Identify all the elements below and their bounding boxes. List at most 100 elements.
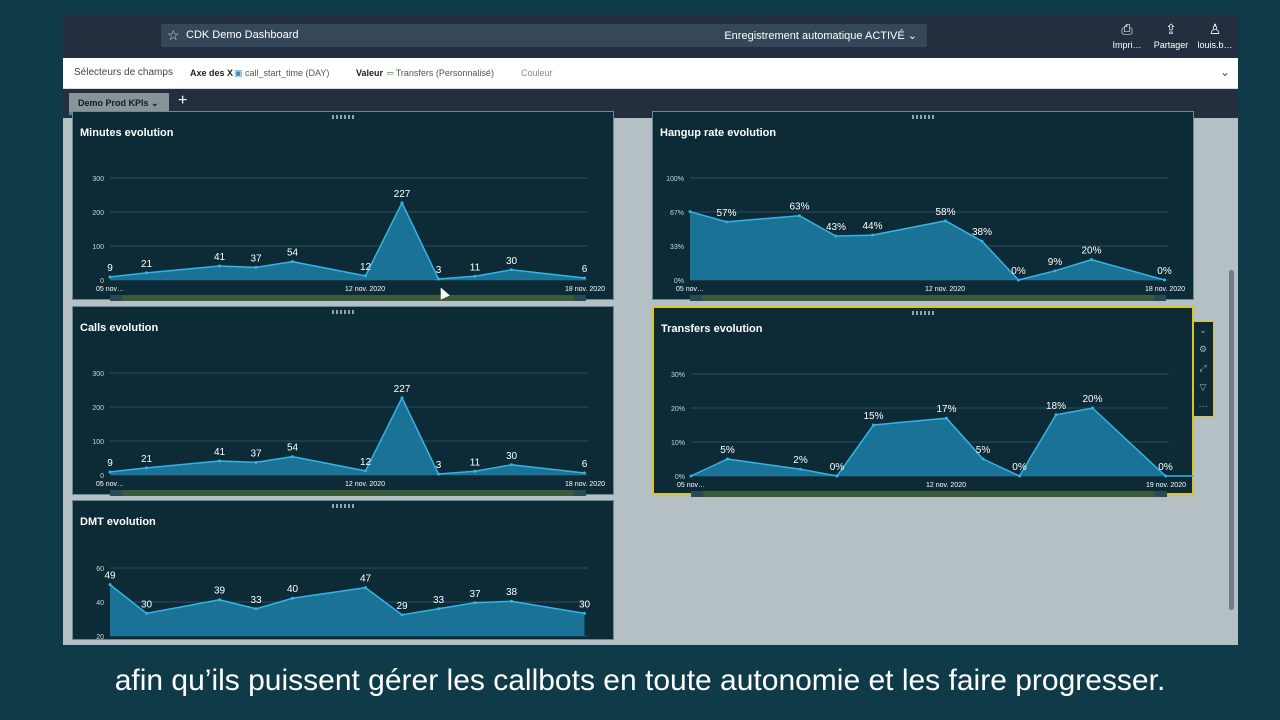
- data-label: 18%: [1046, 401, 1066, 412]
- minutes-visual[interactable]: Minutes evolution 0 100 200 300 9 21 41 37 54 12 22…: [72, 111, 614, 301]
- hangup-visual[interactable]: Hangup rate evolution 0% 33% 67% 100% 57% 63% 4…: [652, 111, 1194, 301]
- field-wells-title: Sélecteurs de champs: [74, 67, 173, 78]
- data-point: [944, 219, 947, 223]
- x-tick-label: 19 nov. 2020: [1146, 482, 1186, 489]
- x-tick-label: 05 nov…: [676, 286, 704, 293]
- drag-handle[interactable]: [912, 115, 934, 119]
- autosave-dropdown[interactable]: Enregistrement automatique ACTIVÉ ⌄: [724, 29, 917, 42]
- data-label: 41: [214, 447, 226, 458]
- data-point: [254, 607, 258, 611]
- color-field[interactable]: Couleur: [521, 68, 553, 78]
- expand-icon[interactable]: ⤢: [1199, 363, 1207, 373]
- x-axis-field-value: call_start_time (DAY): [245, 68, 330, 78]
- chevron-down-icon: ⌄: [907, 30, 917, 42]
- data-label: 39: [214, 586, 226, 597]
- data-point: [218, 264, 221, 268]
- data-label: 11: [470, 262, 481, 273]
- data-label: 6: [582, 459, 588, 470]
- data-point: [510, 599, 513, 603]
- print-button[interactable]: ⎙ Impri…: [1102, 21, 1152, 50]
- data-label: 227: [394, 189, 411, 200]
- user-label: louis.b…: [1197, 40, 1233, 50]
- y-tick-label: 20: [96, 634, 104, 641]
- data-point: [945, 416, 948, 420]
- more-icon[interactable]: ⋯: [1198, 401, 1208, 411]
- data-label: 3: [436, 265, 442, 276]
- data-point: [510, 463, 513, 467]
- data-point: [980, 239, 984, 243]
- data-point: [364, 469, 367, 473]
- page-scrollbar[interactable]: [1229, 270, 1234, 610]
- transfers-area: [691, 408, 1194, 476]
- x-tick-label: 18 nov. 2020: [565, 481, 605, 488]
- collapse-icon[interactable]: ⌄: [1219, 65, 1230, 79]
- range-slider[interactable]: [110, 295, 586, 301]
- field-wells-bar: Sélecteurs de champs Axe des X ▣ call_st…: [63, 58, 1238, 89]
- data-label: 58%: [935, 207, 955, 218]
- calendar-icon: ▣: [234, 68, 243, 78]
- data-label: 30: [506, 256, 518, 267]
- value-label: Valeur: [356, 68, 384, 78]
- video-subtitle: afin qu’ils puissent gérer les callbots …: [114, 664, 1166, 697]
- x-tick-label: 05 nov…: [677, 482, 705, 489]
- slider-handle-right: [1155, 491, 1167, 497]
- x-axis-field[interactable]: ▣ call_start_time (DAY): [234, 68, 329, 79]
- data-label: 9: [107, 458, 113, 469]
- data-label: 2%: [793, 455, 808, 466]
- user-menu[interactable]: ♙ louis.b…: [1190, 21, 1238, 50]
- data-point: [108, 583, 112, 587]
- drag-handle[interactable]: [332, 310, 354, 314]
- data-point: [218, 598, 221, 602]
- calls-area: [110, 397, 585, 475]
- data-point: [510, 268, 513, 272]
- filter-icon[interactable]: ▽: [1199, 382, 1207, 392]
- drag-handle[interactable]: [912, 311, 934, 315]
- data-point: [254, 265, 258, 269]
- data-point: [688, 210, 692, 214]
- collapse-icon[interactable]: ⌄: [1199, 325, 1207, 335]
- data-point: [689, 474, 693, 478]
- calls-visual[interactable]: Calls evolution 0 100 200 300 9 21 41 37 54 12 227 3…: [72, 306, 614, 496]
- data-point: [871, 233, 874, 237]
- data-point: [145, 271, 148, 275]
- visual-title: DMT evolution: [80, 516, 156, 528]
- x-tick-label: 18 nov. 2020: [1145, 286, 1185, 293]
- y-tick-label: 30%: [671, 372, 685, 379]
- data-label: 0%: [1157, 266, 1172, 277]
- transfers-line: [690, 407, 1194, 477]
- top-bar: ☆ CDK Demo Dashboard Enregistrement auto…: [63, 15, 1238, 58]
- data-label: 12: [360, 457, 372, 468]
- value-field[interactable]: ═ Transfers (Personnalisé): [387, 68, 494, 78]
- dmt-visual[interactable]: DMT evolution 20 40 60 49 30 39 33 40 47 29 33 37 38 3…: [72, 500, 614, 641]
- y-tick-label: 33%: [670, 244, 684, 251]
- star-icon[interactable]: ☆: [167, 27, 180, 43]
- range-slider[interactable]: [691, 491, 1167, 497]
- range-slider[interactable]: [690, 295, 1166, 301]
- data-label: 63%: [789, 202, 809, 213]
- x-tick-label: 18 nov. 2020: [565, 286, 605, 293]
- data-point: [1017, 278, 1020, 282]
- gear-icon[interactable]: ⚙: [1198, 344, 1208, 354]
- share-icon: ⇪: [1165, 21, 1177, 37]
- plus-icon[interactable]: +: [178, 92, 188, 109]
- visual-toolbar: ⌄ ⚙ ⤢ ▽ ⋯: [1194, 321, 1214, 417]
- y-tick-label: 100: [92, 244, 104, 251]
- drag-handle[interactable]: [332, 115, 354, 119]
- data-point: [583, 276, 586, 280]
- range-slider[interactable]: [110, 490, 586, 496]
- transfers-chart: 0%10%20%30%5%2%0%15%17%5%0%18%20%0%05 no…: [671, 372, 1194, 497]
- data-point: [798, 214, 801, 218]
- x-axis-label: Axe des X: [190, 68, 234, 78]
- dashboard-title-bar[interactable]: ☆ CDK Demo Dashboard Enregistrement auto…: [161, 24, 927, 47]
- data-label: 9%: [1048, 257, 1063, 268]
- transfers-visual[interactable]: Transfers evolution 0% 10% 20% 30% 5% 2% 0% 15% 1…: [652, 306, 1194, 497]
- visual-title: Calls evolution: [80, 322, 159, 334]
- y-tick-label: 10%: [671, 440, 685, 447]
- share-button[interactable]: ⇪ Partager: [1146, 21, 1196, 50]
- data-label: 0%: [1011, 266, 1026, 277]
- user-icon: ♙: [1208, 21, 1222, 37]
- drag-handle[interactable]: [332, 504, 354, 508]
- data-point: [1090, 258, 1093, 262]
- tab-label: Demo Prod KPIs: [78, 98, 149, 108]
